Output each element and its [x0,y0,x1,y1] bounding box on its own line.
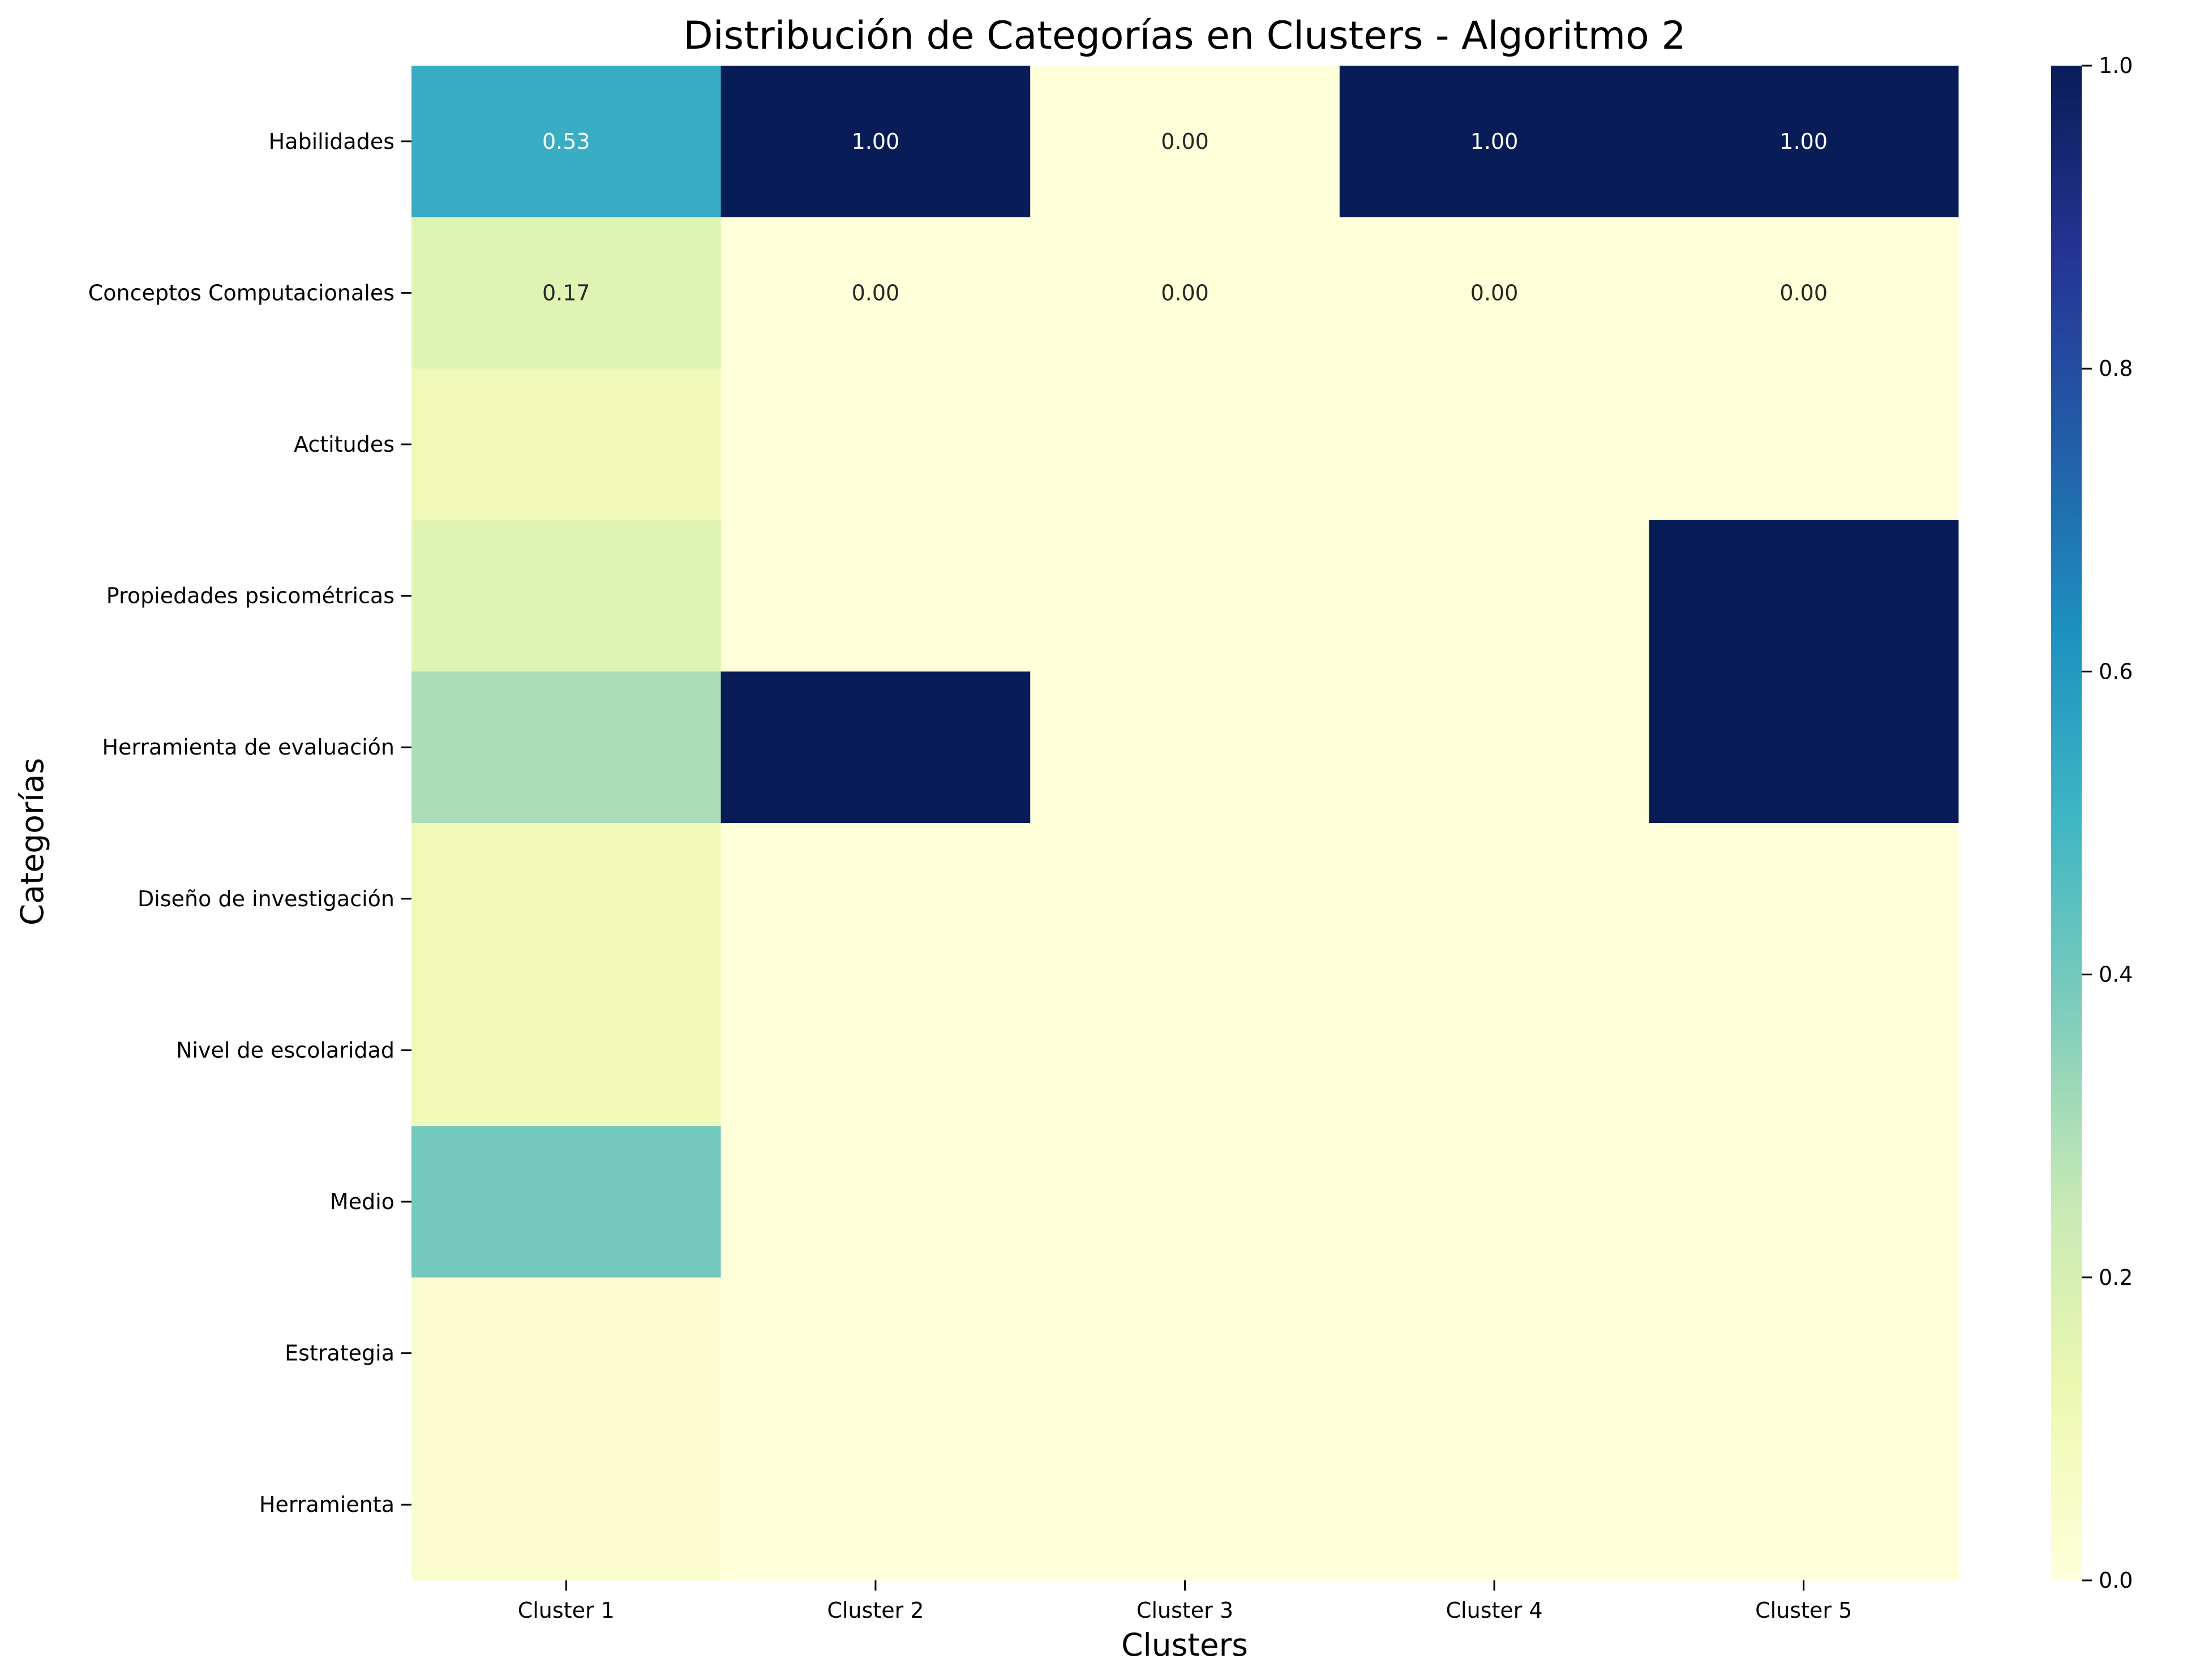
cell-annotation: 0.00 [1779,280,1828,305]
heatmap-cell [1649,1126,1959,1278]
heatmap-cell [1030,66,1340,218]
x-tick-label: Cluster 1 [518,1598,615,1623]
heatmap-cell [411,1126,722,1278]
heatmap-cell [1649,671,1959,824]
heatmap-cell [411,1277,722,1429]
heatmap-cell [1339,974,1649,1126]
colorbar-tick-label: 0.4 [2099,962,2133,987]
colorbar-tick-label: 0.6 [2099,659,2133,684]
heatmap-cell [411,520,722,672]
heatmap-cell [411,368,722,521]
y-tick-label: Propiedades psicométricas [106,584,394,608]
heatmap-cell [411,671,722,824]
heatmap-cell [721,671,1031,824]
heatmap-cell [721,217,1031,369]
cell-annotation: 1.00 [852,129,900,154]
heatmap-cell [411,974,722,1126]
y-axis-ticks: Habilidades Conceptos Computacionales Acti… [88,129,411,1517]
cell-annotation: 0.00 [1161,129,1209,154]
colorbar-tick-label: 1.0 [2099,53,2133,78]
colorbar-tick-label: 0.0 [2099,1568,2133,1593]
heatmap-cell [411,823,722,975]
y-tick-label: Habilidades [269,129,394,154]
y-tick-label: Herramienta [259,1492,394,1517]
y-tick-label: Actitudes [294,432,394,457]
cell-annotation: 1.00 [1470,129,1519,154]
heatmap-cell [721,1277,1031,1429]
heatmap-cell [1339,520,1649,672]
heatmap-cell [411,66,722,218]
heatmap-cell [721,520,1031,672]
y-tick-label: Medio [330,1189,394,1214]
heatmap-cells [411,66,1959,1581]
x-axis-ticks: Cluster 1 Cluster 2 Cluster 3 Cluster 4 Clus… [518,1580,1852,1623]
cell-annotation: 0.00 [1161,280,1209,305]
y-tick-label: Conceptos Computacionales [88,280,394,305]
chart-title: Distribución de Categorías en Clusters -… [683,14,1686,58]
heatmap-cell [411,217,722,369]
heatmap-cell [1030,974,1340,1126]
heatmap-cell [1030,671,1340,824]
cell-annotation: 0.17 [542,280,590,305]
heatmap-cell [1030,1429,1340,1581]
x-tick-label: Cluster 4 [1446,1598,1543,1623]
colorbar-tick-label: 0.2 [2099,1265,2133,1290]
heatmap-cell [721,1126,1031,1278]
heatmap-cell [1030,520,1340,672]
heatmap-cell [1339,823,1649,975]
heatmap-cell [1339,217,1649,369]
heatmap-cell [1339,671,1649,824]
heatmap-cell [1649,974,1959,1126]
y-tick-label: Herramienta de evaluación [102,735,394,760]
colorbar-ticks: 0.0 0.2 0.4 0.6 0.8 1.0 [2082,53,2133,1593]
x-axis-label: Clusters [1121,1627,1248,1663]
y-tick-label: Nivel de escolaridad [176,1038,394,1062]
heatmap-cell [1649,66,1959,218]
heatmap-cell [1030,1277,1340,1429]
heatmap-cell [1649,1277,1959,1429]
heatmap-cell [1339,368,1649,521]
x-tick-label: Cluster 2 [827,1598,924,1623]
heatmap-cell [1030,1126,1340,1278]
heatmap-cell [1649,520,1959,672]
heatmap-cell [1649,823,1959,975]
cell-annotation: 0.00 [1470,280,1519,305]
heatmap-cell [1649,368,1959,521]
heatmap-cell [1030,368,1340,521]
cell-annotations: 0.53 1.00 0.00 1.00 1.00 0.17 0.00 0.00 0.00 0.00 [542,129,1828,306]
heatmap-cell [721,823,1031,975]
heatmap-cell [721,974,1031,1126]
heatmap-cell [721,1429,1031,1581]
y-tick-label: Estrategia [285,1341,394,1366]
cell-annotation: 0.00 [852,280,900,305]
heatmap-cell [1339,1126,1649,1278]
heatmap-cell [1649,1429,1959,1581]
heatmap-cell [1649,217,1959,369]
heatmap-cell [1030,217,1340,369]
heatmap-cell [1339,1277,1649,1429]
heatmap-cell [721,66,1031,218]
cell-annotation: 1.00 [1779,129,1828,154]
heatmap-cell [1030,823,1340,975]
heatmap-cell [721,368,1031,521]
heatmap-cell [411,1429,722,1581]
heatmap-cell [1339,1429,1649,1581]
cell-annotation: 0.53 [542,129,590,154]
x-tick-label: Cluster 5 [1755,1598,1852,1623]
y-axis-label: Categorías [14,758,50,925]
colorbar [2051,66,2082,1580]
colorbar-tick-label: 0.8 [2099,356,2133,381]
x-tick-label: Cluster 3 [1137,1598,1233,1623]
heatmap-cell [1339,66,1649,218]
y-tick-label: Diseño de investigación [138,886,394,911]
